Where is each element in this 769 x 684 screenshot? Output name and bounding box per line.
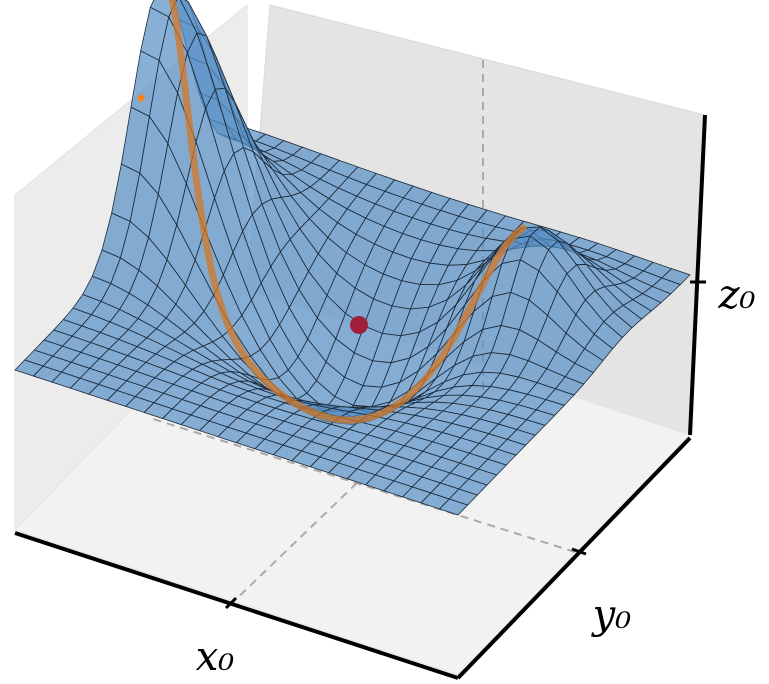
axis-lines [14, 114, 707, 680]
guide-line [229, 479, 361, 606]
x-tick [224, 596, 238, 610]
surface [14, 0, 691, 516]
x-axis-label: x₀ [196, 634, 235, 680]
x-axis [14, 531, 459, 680]
y-axis [456, 436, 692, 680]
guide-line [149, 417, 576, 553]
trajectory [168, 0, 527, 424]
z-axis-label: z₀ [717, 272, 755, 318]
z-axis [688, 114, 707, 436]
current-point [350, 316, 368, 334]
y-axis-label: y₀ [591, 592, 632, 638]
surface-cell [438, 498, 469, 516]
start-point [136, 93, 146, 103]
y-tick [571, 547, 587, 556]
